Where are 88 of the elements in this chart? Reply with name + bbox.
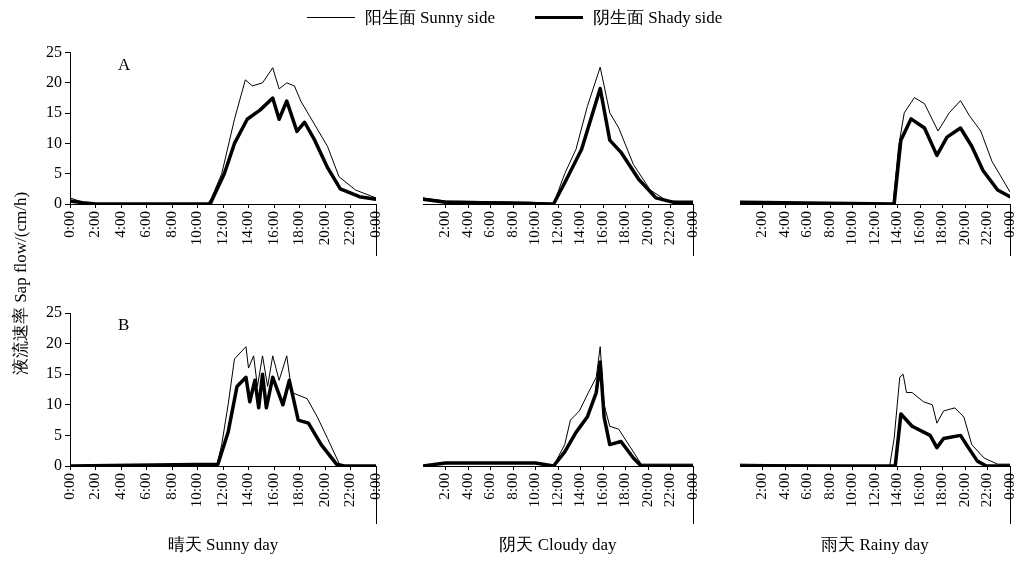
y-tick-label: 5 (54, 163, 62, 181)
x-tick-label: 16:00 (593, 473, 610, 508)
x-tick-label: 8:00 (820, 473, 837, 500)
x-tick-label: 20:00 (955, 473, 972, 508)
x-tick-label: 8:00 (503, 473, 520, 500)
x-tick-label: 6:00 (798, 473, 815, 500)
x-tick-label: 22:00 (341, 473, 358, 508)
y-tick-label: 5 (54, 425, 62, 443)
x-tick-label: 12:00 (548, 473, 565, 508)
x-tick-label: 6:00 (481, 211, 498, 238)
x-tick-label: 10:00 (188, 211, 205, 246)
x-tick-label: 18:00 (616, 211, 633, 246)
y-tick-label: 25 (46, 303, 62, 321)
x-tick-label: 18:00 (290, 473, 307, 508)
y-tick-label: 15 (46, 103, 62, 121)
y-tick-label: 15 (46, 364, 62, 382)
y-tick-label: 10 (46, 133, 62, 151)
x-axis-title: 雨天 Rainy day (821, 534, 930, 554)
x-tick-label: 8:00 (162, 473, 179, 500)
x-axis-title: 晴天 Sunny day (167, 534, 279, 554)
x-tick-label: 12:00 (548, 211, 565, 246)
x-tick-label: 12:00 (865, 473, 882, 508)
x-tick-label: 6:00 (137, 211, 154, 238)
x-tick-label: 2:00 (436, 211, 453, 238)
x-tick-label: 22:00 (661, 211, 678, 246)
y-tick-label: 20 (46, 73, 62, 91)
x-tick-label: 2:00 (86, 211, 103, 238)
x-tick-label: 16:00 (910, 211, 927, 246)
x-tick-label: 4:00 (458, 473, 475, 500)
x-tick-label: 6:00 (798, 211, 815, 238)
x-tick-label: 18:00 (616, 473, 633, 508)
x-tick-label: 20:00 (955, 211, 972, 246)
x-tick-label: 14:00 (571, 473, 588, 508)
x-tick-label: 4:00 (775, 473, 792, 500)
x-axis-title: 阴天 Cloudy day (499, 534, 618, 554)
x-tick-label: 2:00 (86, 473, 103, 500)
x-tick-label: 12:00 (213, 473, 230, 508)
y-tick-label: 20 (46, 333, 62, 351)
x-tick-label: 12:00 (865, 211, 882, 246)
x-tick-label: 18:00 (933, 211, 950, 246)
x-tick-label: 0:00 (60, 473, 77, 500)
chart-title: A (118, 54, 131, 74)
x-tick-label: 6:00 (481, 473, 498, 500)
y-tick-label: 25 (46, 42, 62, 60)
x-tick-label: 14:00 (888, 211, 905, 246)
x-tick-label: 14:00 (571, 211, 588, 246)
x-tick-label: 10:00 (526, 211, 543, 246)
x-tick-label: 22:00 (341, 211, 358, 246)
x-tick-label: 10:00 (843, 473, 860, 508)
x-tick-label: 18:00 (290, 211, 307, 246)
chart-title: B (118, 314, 130, 334)
x-tick-label: 14:00 (239, 473, 256, 508)
x-tick-label: 18:00 (933, 473, 950, 508)
x-tick-label: 8:00 (820, 211, 837, 238)
x-tick-label: 16:00 (264, 211, 281, 246)
x-tick-label: 20:00 (638, 211, 655, 246)
x-tick-label: 4:00 (111, 473, 128, 500)
x-tick-label: 20:00 (315, 473, 332, 508)
x-tick-label: 22:00 (978, 211, 995, 246)
y-tick-label: 0 (54, 194, 62, 212)
x-tick-label: 10:00 (843, 211, 860, 246)
x-tick-label: 12:00 (213, 211, 230, 246)
legend-label: 阴生面 Shady side (592, 7, 723, 29)
x-tick-label: 20:00 (638, 473, 655, 508)
x-tick-label: 8:00 (162, 211, 179, 238)
x-tick-label: 4:00 (458, 211, 475, 238)
x-tick-label: 14:00 (888, 473, 905, 508)
x-tick-label: 22:00 (978, 473, 995, 508)
y-tick-label: 10 (46, 395, 62, 412)
x-tick-label: 4:00 (775, 211, 792, 238)
y-tick-label: 0 (54, 456, 62, 474)
x-tick-label: 16:00 (264, 473, 281, 508)
x-tick-label: 14:00 (239, 211, 256, 246)
x-tick-label: 10:00 (526, 473, 543, 508)
x-tick-label: 10:00 (188, 473, 205, 508)
x-tick-label: 22:00 (661, 473, 678, 508)
x-tick-label: 16:00 (593, 211, 610, 246)
y-axis-title: 液流速率 Sap flow/(cm/h) (9, 190, 31, 378)
x-tick-label: 2:00 (753, 473, 770, 500)
x-tick-label: 8:00 (503, 211, 520, 238)
legend-label: 阳生面 Sunny side (364, 7, 495, 29)
x-tick-label: 4:00 (111, 211, 128, 238)
x-tick-label: 6:00 (137, 473, 154, 500)
x-tick-label: 20:00 (315, 211, 332, 246)
x-tick-label: 16:00 (910, 473, 927, 508)
x-tick-label: 2:00 (753, 211, 770, 238)
x-tick-label: 2:00 (436, 473, 453, 500)
x-tick-label: 0:00 (60, 211, 77, 238)
